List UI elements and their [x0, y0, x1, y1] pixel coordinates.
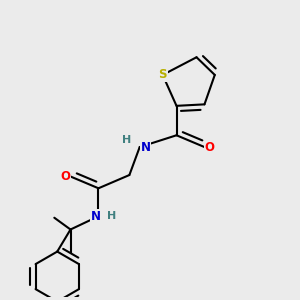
Text: O: O	[61, 170, 70, 183]
Text: H: H	[122, 135, 131, 145]
Text: S: S	[158, 68, 167, 81]
Text: H: H	[107, 211, 116, 221]
Text: N: N	[91, 210, 100, 223]
Text: O: O	[205, 141, 214, 154]
Text: N: N	[141, 141, 151, 154]
